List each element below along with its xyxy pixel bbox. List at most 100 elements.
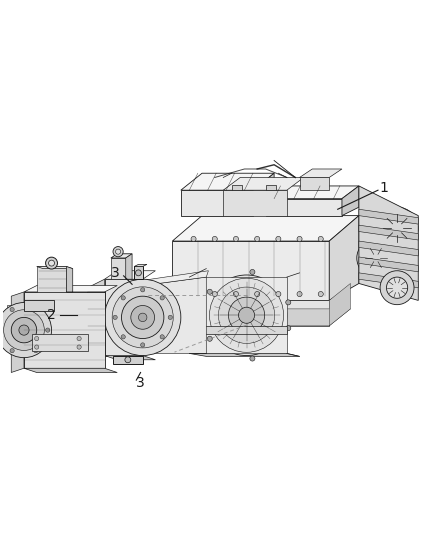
Polygon shape [7, 305, 24, 351]
Polygon shape [105, 356, 155, 360]
Circle shape [125, 357, 131, 363]
Circle shape [229, 297, 265, 333]
Polygon shape [105, 279, 143, 356]
Circle shape [141, 288, 145, 292]
Polygon shape [329, 216, 359, 301]
Polygon shape [223, 177, 304, 190]
Polygon shape [88, 279, 105, 360]
Circle shape [0, 328, 2, 332]
Polygon shape [300, 177, 329, 190]
Circle shape [49, 260, 54, 266]
Circle shape [376, 207, 418, 249]
Circle shape [286, 300, 291, 305]
Polygon shape [181, 173, 274, 190]
Circle shape [168, 315, 173, 319]
Circle shape [384, 278, 394, 288]
Circle shape [207, 289, 212, 294]
Polygon shape [181, 301, 329, 326]
Circle shape [191, 237, 196, 241]
Circle shape [141, 343, 145, 347]
Polygon shape [67, 266, 73, 292]
Text: 3: 3 [136, 376, 145, 390]
Circle shape [379, 274, 398, 293]
Circle shape [116, 249, 120, 254]
Circle shape [207, 336, 212, 341]
Circle shape [391, 222, 403, 235]
Polygon shape [24, 292, 105, 368]
Circle shape [297, 237, 302, 241]
Polygon shape [189, 353, 300, 357]
Polygon shape [223, 190, 287, 216]
Circle shape [77, 345, 81, 349]
Circle shape [10, 349, 14, 353]
Circle shape [382, 214, 412, 243]
Polygon shape [342, 186, 359, 216]
Circle shape [77, 336, 81, 341]
Circle shape [233, 292, 239, 296]
Polygon shape [359, 257, 418, 272]
Circle shape [113, 315, 117, 319]
Circle shape [286, 326, 291, 330]
Polygon shape [359, 241, 418, 256]
Circle shape [239, 307, 254, 324]
Circle shape [34, 349, 38, 353]
Circle shape [209, 278, 284, 352]
Polygon shape [24, 368, 117, 373]
Circle shape [19, 325, 29, 335]
Polygon shape [181, 190, 253, 216]
Circle shape [138, 313, 147, 321]
Polygon shape [24, 286, 117, 292]
Polygon shape [329, 284, 350, 326]
Polygon shape [113, 356, 143, 364]
Circle shape [135, 270, 141, 276]
Circle shape [121, 296, 164, 338]
Polygon shape [189, 269, 300, 277]
Polygon shape [111, 254, 132, 258]
Circle shape [318, 237, 323, 241]
Circle shape [112, 287, 173, 348]
Circle shape [35, 345, 39, 349]
Circle shape [212, 292, 217, 296]
Polygon shape [11, 292, 24, 373]
Circle shape [212, 237, 217, 241]
Text: 2: 2 [47, 308, 56, 322]
Circle shape [131, 305, 155, 329]
Circle shape [34, 308, 38, 312]
Circle shape [160, 335, 164, 339]
Circle shape [371, 254, 380, 262]
Polygon shape [143, 277, 206, 353]
Circle shape [276, 292, 281, 296]
Circle shape [46, 257, 57, 269]
Circle shape [386, 277, 408, 298]
Bar [265, 185, 276, 190]
Circle shape [10, 308, 14, 312]
Polygon shape [173, 241, 329, 301]
Circle shape [105, 279, 181, 356]
Circle shape [0, 303, 52, 358]
Circle shape [191, 292, 196, 296]
Polygon shape [111, 258, 126, 279]
Polygon shape [134, 264, 147, 266]
Circle shape [121, 296, 125, 300]
Circle shape [206, 275, 287, 356]
Circle shape [233, 237, 239, 241]
Polygon shape [32, 334, 88, 351]
Polygon shape [300, 169, 342, 177]
Text: 3: 3 [111, 266, 120, 280]
Polygon shape [143, 271, 208, 286]
Polygon shape [253, 173, 274, 216]
Polygon shape [359, 273, 418, 288]
Circle shape [250, 356, 255, 361]
Circle shape [121, 335, 125, 339]
Circle shape [219, 287, 275, 343]
Polygon shape [173, 216, 359, 241]
Circle shape [35, 336, 39, 341]
Circle shape [276, 237, 281, 241]
Text: 1: 1 [380, 181, 389, 195]
Circle shape [250, 270, 255, 274]
Circle shape [113, 247, 123, 257]
Polygon shape [105, 271, 155, 279]
Polygon shape [359, 186, 418, 301]
Polygon shape [265, 186, 359, 199]
Circle shape [46, 328, 50, 332]
